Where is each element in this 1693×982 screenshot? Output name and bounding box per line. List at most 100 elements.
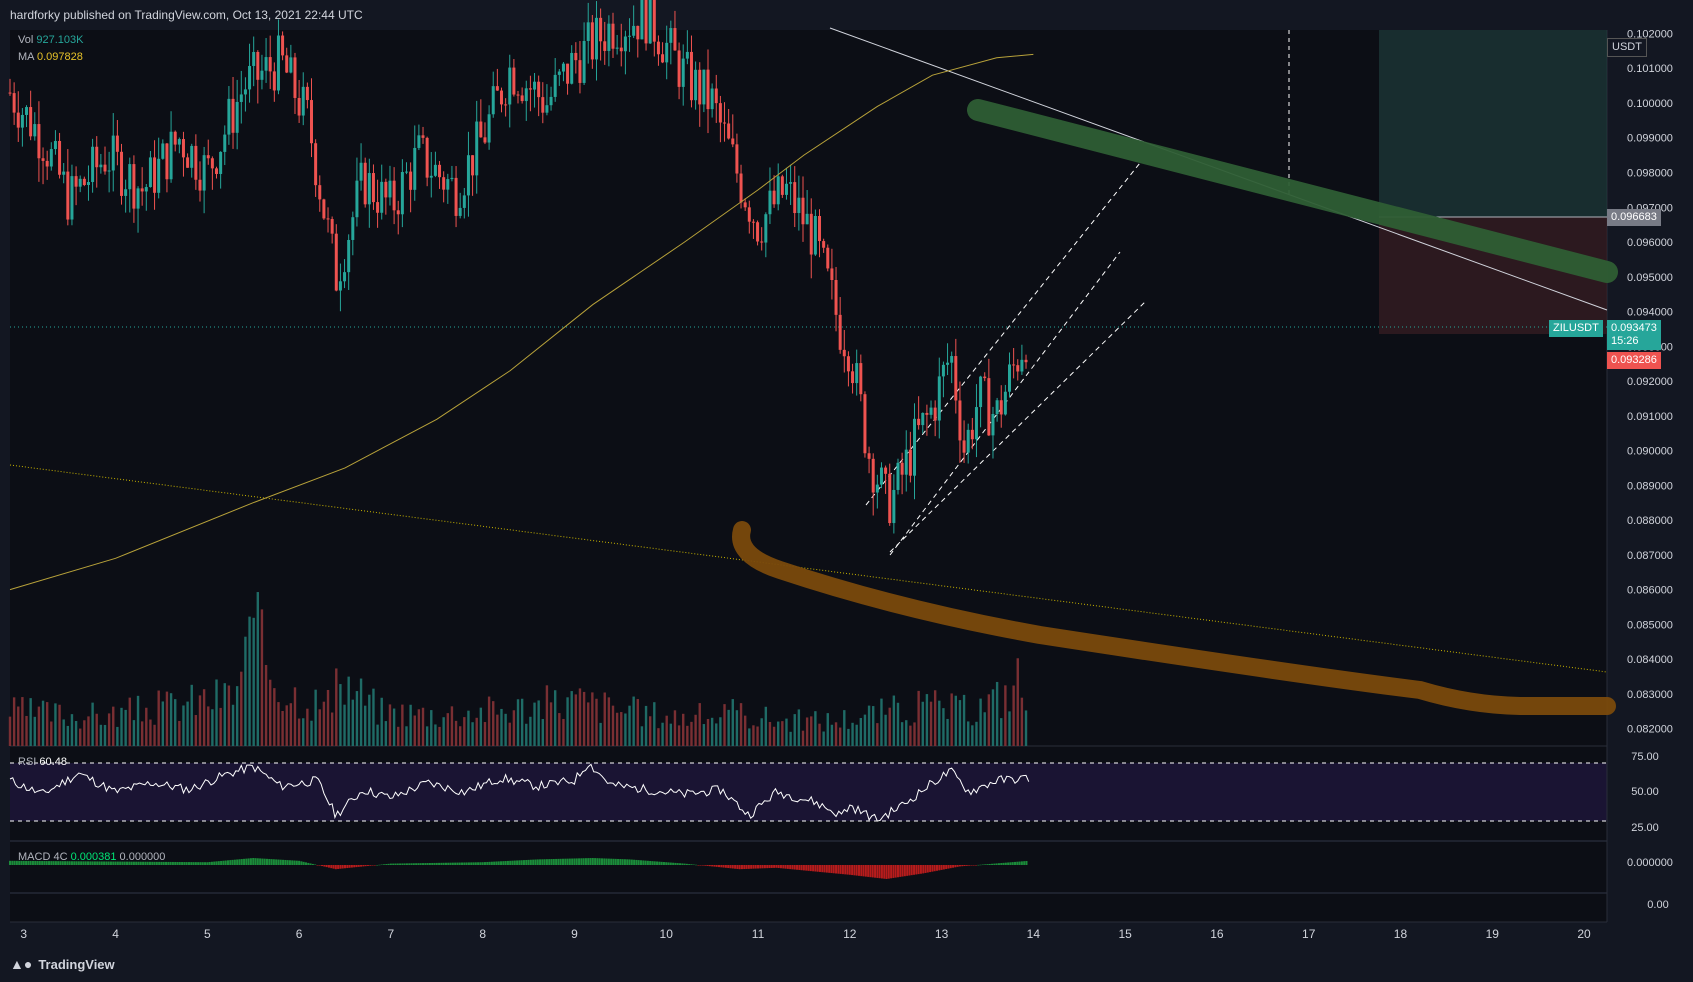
volume-bar: [37, 706, 41, 746]
time-axis[interactable]: 3 4 5 6 7 8 9 10 11 12 13 14 15 16 17 18 19 20: [20, 927, 1591, 941]
macd-bar: [701, 865, 704, 866]
tradingview-logo[interactable]: ▲● TradingView: [10, 956, 115, 972]
macd-bar: [603, 858, 606, 865]
macd-bar: [355, 865, 358, 868]
symbol-tag[interactable]: ZILUSDT: [1549, 320, 1603, 337]
macd-bar: [272, 859, 275, 865]
support-trendline: [9, 464, 1608, 673]
macd-bar: [896, 865, 899, 878]
price-axis[interactable]: 0.102000 0.101000 0.100000 0.099000 0.098000…: [1627, 28, 1673, 735]
candle-body: [475, 121, 479, 176]
macd-bar: [552, 858, 555, 865]
macd-bar: [892, 865, 895, 878]
countdown-value: 15:26: [1611, 335, 1639, 347]
macd-bar: [307, 862, 310, 865]
macd-bar: [926, 865, 929, 873]
candle-body: [896, 462, 900, 490]
candle-body: [338, 281, 342, 291]
chart-canvas[interactable]: 0.102000 0.101000 0.100000 0.099000 0.098000…: [0, 0, 1693, 946]
volume-bar: [17, 706, 20, 746]
macd-bar: [975, 865, 978, 866]
macd-bar: [259, 858, 262, 865]
volume-bar: [905, 720, 908, 746]
macd-bar: [1002, 862, 1005, 865]
volume-bar: [562, 718, 565, 746]
macd-bar: [511, 860, 514, 865]
volume-bar: [463, 717, 466, 746]
macd-bar: [743, 865, 746, 870]
macd-bar: [727, 865, 730, 869]
macd-bar: [295, 860, 298, 865]
volume-bar: [1020, 697, 1024, 746]
macd-bar: [412, 863, 415, 865]
macd-bar: [952, 865, 955, 868]
candle-body: [826, 247, 830, 269]
volume-bar: [409, 704, 412, 746]
candle-body: [640, 0, 644, 40]
volume-bar: [178, 720, 181, 746]
volume-bar: [475, 717, 478, 746]
time-tick: 18: [1394, 927, 1408, 941]
candle-body: [512, 67, 516, 95]
macd-bar: [1014, 861, 1017, 865]
volume-bar: [591, 692, 594, 746]
macd-bar: [493, 861, 496, 865]
candle-body: [33, 124, 37, 137]
candle-body: [487, 114, 491, 143]
candle-body: [545, 105, 549, 113]
volume-bar: [322, 701, 326, 746]
volume-bar: [479, 707, 483, 746]
macd-bar: [630, 859, 633, 865]
candle-body: [495, 86, 499, 91]
time-tick: 17: [1302, 927, 1316, 941]
candle-body: [516, 94, 520, 96]
macd-bar: [628, 859, 631, 865]
price-tick: 0.099000: [1627, 133, 1673, 145]
macd-bar: [440, 862, 443, 865]
macd-bar: [614, 858, 617, 865]
candle-body: [433, 164, 437, 176]
volume-bar: [962, 694, 966, 746]
last-price-value: 0.093473: [1611, 322, 1657, 334]
candle-body: [235, 101, 239, 133]
macd-bar: [591, 858, 594, 865]
macd-bar: [529, 859, 532, 865]
time-tick: 14: [1027, 927, 1041, 941]
volume-bar: [359, 678, 363, 746]
macd-bar: [578, 858, 581, 865]
volume-bar: [281, 710, 284, 746]
macd-bar: [171, 861, 174, 865]
volume-bar: [450, 706, 454, 746]
volume-bar: [413, 715, 416, 746]
macd-bar: [610, 858, 613, 865]
macd-bar: [500, 861, 503, 865]
macd-bar: [318, 865, 321, 866]
candle-body: [293, 57, 297, 98]
macd-bar: [924, 865, 927, 873]
macd-bar: [405, 863, 408, 865]
volume-bar: [694, 714, 697, 746]
macd-bar: [438, 862, 441, 865]
volume-bar: [297, 718, 301, 746]
candle-body: [165, 143, 169, 180]
macd-bar: [486, 861, 489, 865]
macd-bar: [745, 865, 748, 869]
macd-bar: [490, 861, 493, 865]
macd-bar: [720, 865, 723, 868]
candle-body: [343, 272, 347, 282]
macd-bar: [298, 860, 301, 865]
macd-bar: [660, 861, 663, 865]
macd-bar: [169, 861, 172, 865]
macd-bar: [947, 865, 950, 869]
candle-body: [900, 462, 904, 475]
macd-bar: [481, 862, 484, 865]
volume-bar: [355, 691, 359, 746]
candle-body: [95, 146, 99, 168]
macd-bar: [646, 860, 649, 865]
volume-bar: [326, 689, 330, 746]
macd-bar: [337, 865, 340, 869]
candle-body: [190, 145, 194, 168]
candle-body: [355, 180, 359, 218]
macd-bar: [449, 862, 452, 865]
candle-body: [450, 177, 454, 180]
